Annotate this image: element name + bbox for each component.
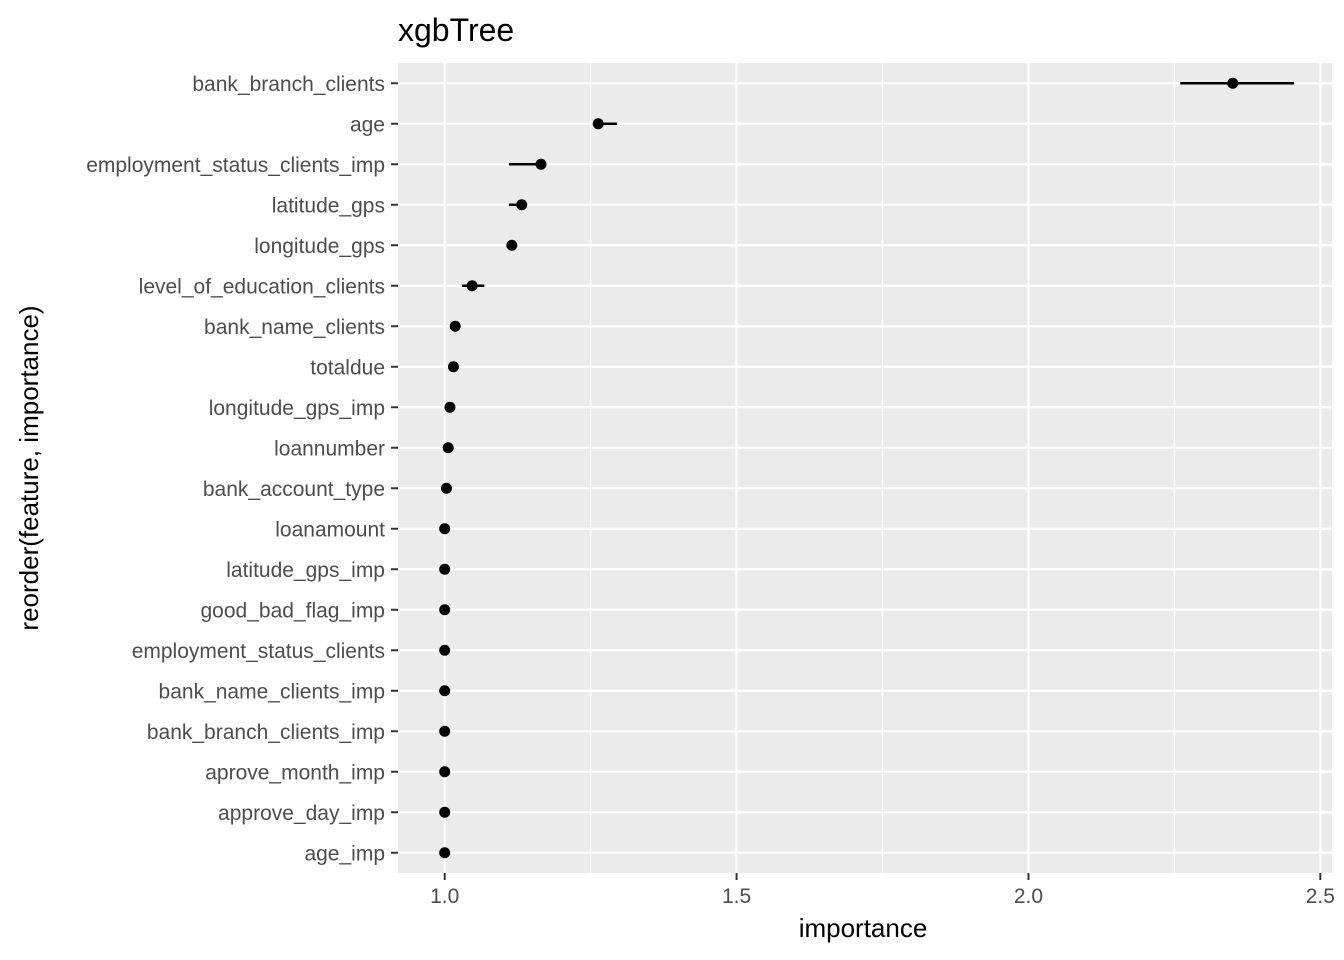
y-axis-title: reorder(feature, importance) [14, 305, 44, 630]
y-tick-label-approve-day-imp: approve_day_imp [218, 802, 385, 825]
y-tick-label-bank-branch-clients-imp: bank_branch_clients_imp [147, 721, 385, 744]
y-tick-label-age-imp: age_imp [304, 842, 385, 865]
y-tick-label-latitude-gps-imp: latitude_gps_imp [226, 559, 385, 582]
point-level-of-education-clients [466, 280, 478, 292]
minor-gridlines [590, 63, 1175, 873]
point-age-imp [439, 847, 451, 859]
point-good-bad-flag-imp [439, 604, 451, 616]
point-totaldue [447, 361, 459, 373]
point-employment-status-clients [439, 644, 451, 656]
point-loannumber [442, 442, 454, 454]
point-bank-branch-clients [1227, 77, 1239, 89]
chart-title: xgbTree [398, 12, 514, 48]
y-tick-label-aprove-month-imp: aprove_month_imp [205, 761, 385, 784]
y-tick-label-bank-name-clients-imp: bank_name_clients_imp [159, 680, 385, 703]
plot-panel [398, 63, 1332, 873]
point-latitude-gps-imp [439, 563, 451, 575]
point-age [592, 118, 604, 130]
y-tick-label-totaldue: totaldue [310, 356, 385, 379]
point-aprove-month-imp [439, 766, 451, 778]
x-tick-label: 2.5 [1306, 885, 1335, 908]
point-loanamount [439, 523, 451, 535]
y-tick-label-loanamount: loanamount [275, 518, 385, 541]
point-longitude-gps [506, 239, 518, 251]
x-tick-label: 1.5 [722, 885, 751, 908]
point-bank-name-clients [449, 320, 461, 332]
y-tick-label-longitude-gps: longitude_gps [254, 235, 385, 258]
y-tick-label-level-of-education-clients: level_of_education_clients [139, 275, 385, 298]
point-employment-status-clients-imp [535, 158, 547, 170]
y-tick-label-bank-name-clients: bank_name_clients [204, 316, 385, 339]
y-tick-label-age: age [350, 113, 385, 136]
y-tick-label-bank-branch-clients: bank_branch_clients [192, 73, 385, 96]
y-tick-label-longitude-gps-imp: longitude_gps_imp [209, 397, 385, 420]
point-latitude-gps [516, 199, 528, 211]
x-tick-label: 1.0 [430, 885, 459, 908]
y-tick-label-bank-account-type: bank_account_type [203, 478, 385, 501]
major-gridlines [398, 63, 1332, 873]
point-bank-account-type [440, 482, 452, 494]
point-longitude-gps-imp [444, 401, 456, 413]
y-tick-label-employment-status-clients-imp: employment_status_clients_imp [86, 154, 385, 177]
data-marks [439, 77, 1295, 859]
y-tick-label-employment-status-clients: employment_status_clients [132, 640, 385, 663]
y-tick-label-loannumber: loannumber [274, 437, 385, 460]
point-approve-day-imp [439, 806, 451, 818]
x-axis: 1.0 1.5 2.0 2.5 [430, 873, 1335, 908]
x-tick-label: 2.0 [1014, 885, 1043, 908]
y-tick-label-latitude-gps: latitude_gps [272, 194, 385, 217]
point-bank-name-clients-imp [439, 685, 451, 697]
x-axis-title: importance [799, 913, 928, 943]
y-tick-label-good-bad-flag-imp: good_bad_flag_imp [201, 599, 386, 622]
point-bank-branch-clients-imp [439, 725, 451, 737]
